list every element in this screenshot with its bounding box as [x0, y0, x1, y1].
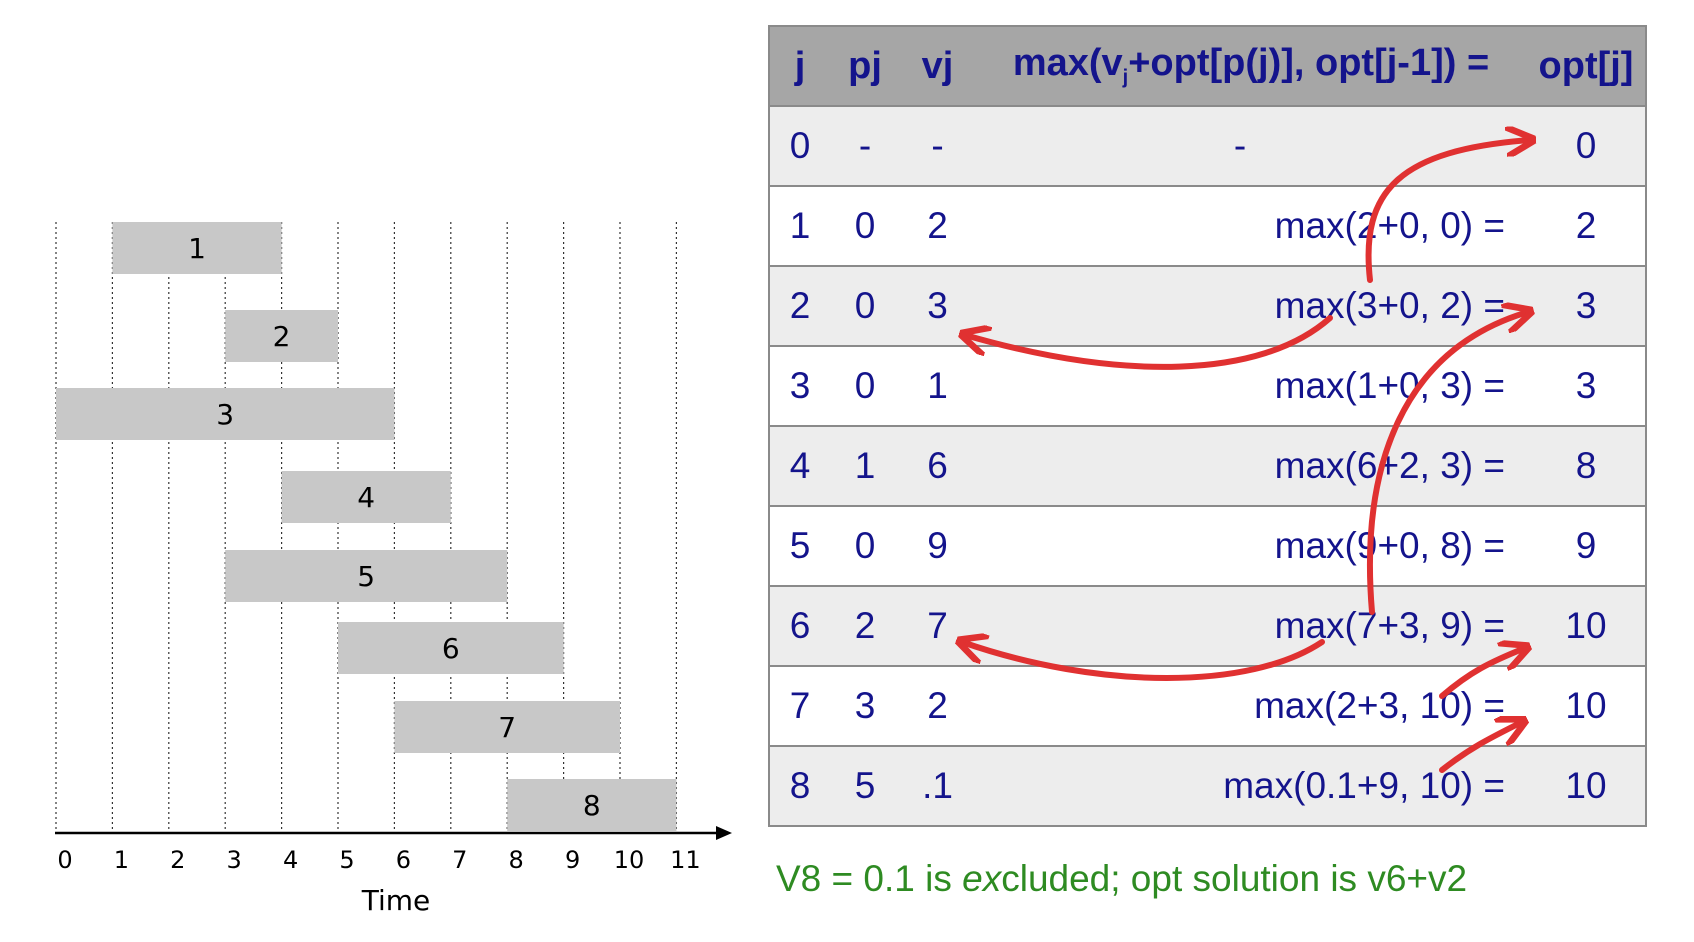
time-tick-label: 6 [396, 846, 411, 874]
cell-vj: - [900, 105, 975, 186]
header-recurrence: max(vj+opt[p(j)], opt[j-1]) = [975, 26, 1527, 107]
job-bar [281, 471, 451, 523]
job-bar [225, 310, 338, 362]
cell-vj: 7 [900, 585, 975, 666]
time-tick-label: 0 [57, 846, 72, 874]
cell-pj: 2 [830, 585, 900, 666]
time-axis-arrowhead [716, 826, 732, 840]
time-tick-label: 1 [114, 846, 129, 874]
table-row: 2 0 3 max(3+0, 2) = 3 [769, 265, 1646, 346]
job-bar [56, 388, 395, 440]
job-bar [225, 550, 508, 602]
job-bars: 1 2 3 4 5 6 7 8 [56, 222, 677, 831]
table-row: 3 0 1 max(1+0, 3) = 3 [769, 345, 1646, 426]
time-tick-label: 5 [339, 846, 354, 874]
cell-recurrence: - [975, 105, 1527, 186]
table-row: 5 0 9 max(9+0, 8) = 9 [769, 505, 1646, 586]
cell-vj: 2 [900, 665, 975, 746]
time-tick-label: 9 [565, 846, 580, 874]
cell-pj: 0 [830, 265, 900, 346]
header-j: j [769, 26, 830, 107]
cell-j: 7 [769, 665, 830, 746]
time-tick-label: 8 [509, 846, 524, 874]
time-tick-label: 10 [614, 846, 645, 874]
cell-vj: 3 [900, 265, 975, 346]
dp-table-header: j pj vj max(vj+opt[p(j)], opt[j-1]) = op… [769, 26, 1646, 107]
cell-pj: 3 [830, 665, 900, 746]
cell-vj: .1 [900, 745, 975, 826]
cell-opt: 3 [1527, 345, 1646, 426]
cell-opt: 8 [1527, 425, 1646, 506]
cell-opt: 3 [1527, 265, 1646, 346]
cell-j: 2 [769, 265, 830, 346]
cell-recurrence: max(9+0, 8) = [975, 505, 1527, 586]
cell-pj: 0 [830, 345, 900, 426]
time-tick-label: 3 [227, 846, 242, 874]
job-label: 8 [583, 789, 601, 822]
table-row: 6 2 7 max(7+3, 9) = 10 [769, 585, 1646, 666]
cell-opt: 10 [1527, 745, 1646, 826]
job-label: 3 [216, 398, 234, 431]
job-bar [394, 701, 620, 753]
cell-pj: 0 [830, 185, 900, 266]
cell-pj: - [830, 105, 900, 186]
time-tick-label: 4 [283, 846, 298, 874]
job-label: 5 [357, 560, 375, 593]
solution-note: V8 = 0.1 is excluded; opt solution is v6… [776, 858, 1468, 899]
cell-j: 3 [769, 345, 830, 426]
job-bar [338, 622, 564, 674]
cell-pj: 0 [830, 505, 900, 586]
cell-j: 6 [769, 585, 830, 666]
cell-vj: 9 [900, 505, 975, 586]
cell-vj: 6 [900, 425, 975, 506]
cell-j: 1 [769, 185, 830, 266]
cell-opt: 2 [1527, 185, 1646, 266]
table-row: 1 0 2 max(2+0, 0) = 2 [769, 185, 1646, 266]
job-label: 1 [188, 232, 206, 265]
cell-vj: 2 [900, 185, 975, 266]
cell-opt: 0 [1527, 105, 1646, 186]
cell-j: 8 [769, 745, 830, 826]
job-bar [507, 779, 677, 831]
table-row: 7 3 2 max(2+3, 10) = 10 [769, 665, 1646, 746]
cell-recurrence: max(0.1+9, 10) = [975, 745, 1527, 826]
cell-recurrence: max(2+0, 0) = [975, 185, 1527, 266]
header-vj: vj [900, 26, 975, 107]
cell-pj: 5 [830, 745, 900, 826]
time-tick-label: 2 [170, 846, 185, 874]
header-opt: opt[j] [1527, 26, 1646, 107]
job-label: 7 [498, 711, 516, 744]
time-tick-labels: 0 1 2 3 4 5 6 7 8 9 10 11 [57, 846, 700, 874]
cell-vj: 1 [900, 345, 975, 426]
time-axis-label: Time [361, 884, 431, 917]
time-tick-label: 7 [452, 846, 467, 874]
cell-recurrence: max(7+3, 9) = [975, 585, 1527, 666]
job-label: 4 [357, 481, 375, 514]
table-row: 8 5.1 max(0.1+9, 10) = 10 [769, 745, 1646, 826]
cell-pj: 1 [830, 425, 900, 506]
cell-j: 0 [769, 105, 830, 186]
cell-recurrence: max(6+2, 3) = [975, 425, 1527, 506]
cell-recurrence: max(1+0, 3) = [975, 345, 1527, 426]
cell-recurrence: max(2+3, 10) = [975, 665, 1527, 746]
dp-table: j pj vj max(vj+opt[p(j)], opt[j-1]) = op… [768, 25, 1647, 827]
table-row: 4 1 6 max(6+2, 3) = 8 [769, 425, 1646, 506]
table-row: 0---0 [769, 105, 1646, 186]
cell-recurrence: max(3+0, 2) = [975, 265, 1527, 346]
cell-j: 4 [769, 425, 830, 506]
header-pj: pj [830, 26, 900, 107]
cell-opt: 10 [1527, 665, 1646, 746]
job-bar [112, 222, 282, 274]
cell-j: 5 [769, 505, 830, 586]
job-label: 2 [273, 320, 291, 353]
cell-opt: 10 [1527, 585, 1646, 666]
time-tick-label: 11 [670, 846, 701, 874]
cell-opt: 9 [1527, 505, 1646, 586]
job-label: 6 [442, 632, 460, 665]
